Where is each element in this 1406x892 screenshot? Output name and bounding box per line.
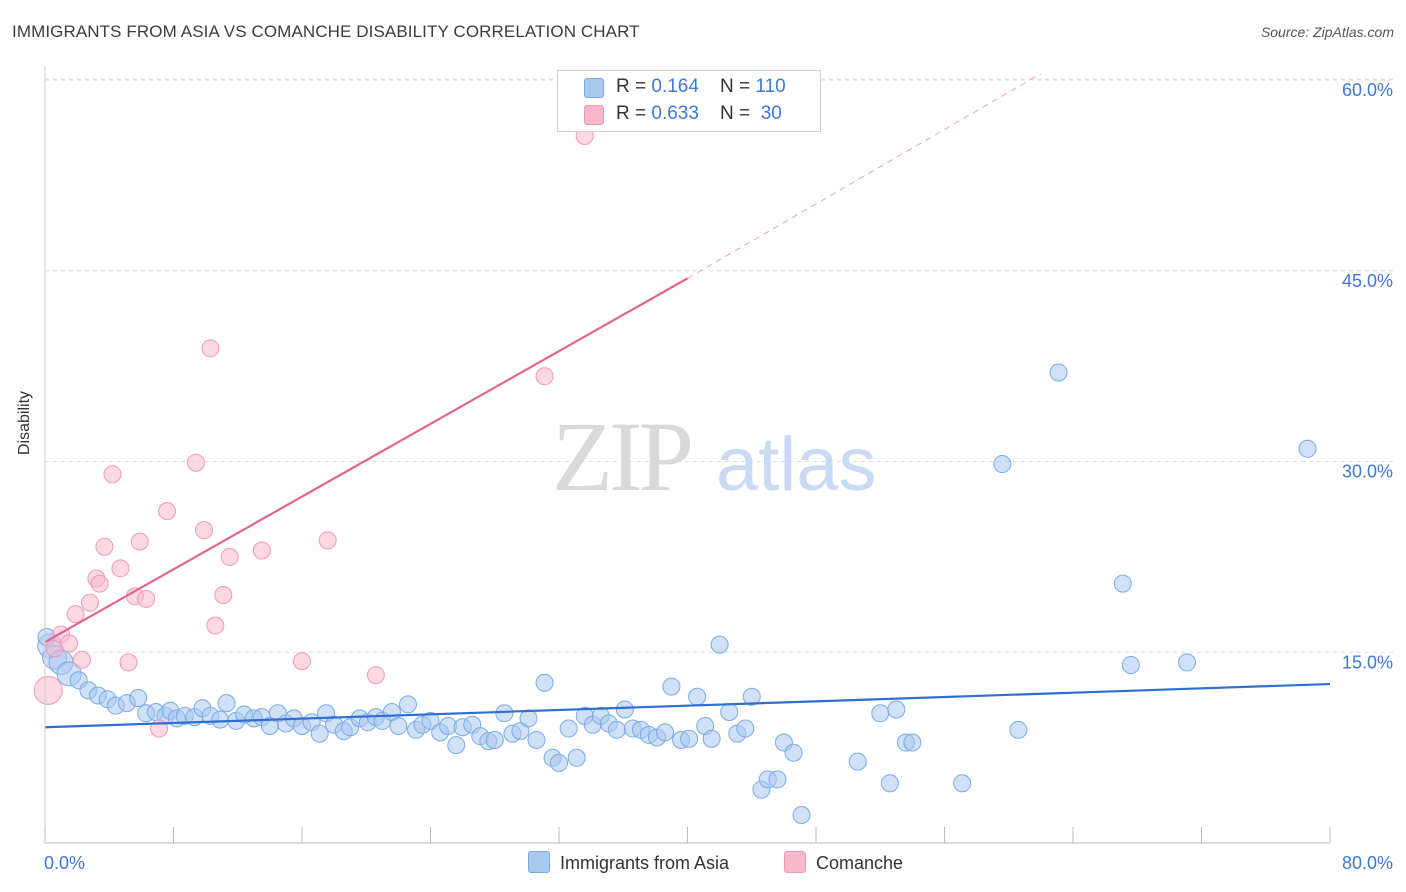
comanche-point — [95, 537, 114, 556]
watermark-zip: ZIP — [552, 401, 690, 512]
asia-point — [871, 704, 890, 723]
asia-point — [768, 770, 787, 789]
comanche-point — [293, 652, 311, 671]
asia-point — [887, 700, 906, 719]
asia-point — [953, 774, 972, 793]
asia-point — [550, 753, 568, 772]
asia-point — [742, 687, 761, 706]
bottom-legend-asia: Immigrants from Asia — [528, 851, 729, 874]
asia-point — [903, 733, 922, 752]
asia-point — [615, 700, 634, 719]
comanche-point — [103, 465, 122, 484]
asia-point — [736, 719, 755, 738]
comanche-point — [66, 605, 85, 624]
asia-point — [1121, 655, 1140, 674]
asia-point — [217, 694, 236, 713]
asia-point — [1009, 720, 1028, 739]
asia-point — [720, 703, 739, 722]
comanche-point — [60, 634, 79, 653]
legend-text-comanche: R = 0.633 N = 30 — [616, 103, 782, 124]
asia-point — [485, 730, 504, 749]
asia-point — [511, 722, 530, 741]
asia-point — [710, 635, 729, 654]
asia-point — [880, 774, 899, 793]
comanche-point — [111, 559, 130, 578]
asia-point — [656, 723, 675, 742]
asia-point — [792, 806, 811, 825]
legend-swatch-comanche — [584, 105, 604, 125]
asia-point — [567, 748, 586, 767]
asia-point — [559, 719, 578, 738]
asia-point — [784, 743, 803, 762]
chart-title: IMMIGRANTS FROM ASIA VS COMANCHE DISABIL… — [12, 22, 640, 41]
asia-point — [129, 689, 148, 708]
comanche-point — [158, 502, 177, 521]
asia-point — [993, 455, 1012, 474]
bottom-swatch-asia — [528, 851, 550, 873]
asia-point — [1113, 574, 1132, 593]
comanche-point — [72, 650, 91, 669]
y-tick-label: 45.0% — [1342, 271, 1393, 291]
axis-layer: 15.0% 30.0% 45.0% 60.0% 0.0% 80.0% — [44, 66, 1393, 873]
asia-point — [527, 730, 546, 749]
asia-point — [662, 677, 681, 696]
asia-point — [535, 673, 554, 692]
comanche-point — [366, 666, 385, 685]
comanche-point — [33, 675, 63, 705]
comanche-point — [186, 453, 205, 472]
watermark-atlas: atlas — [716, 422, 877, 507]
asia-point — [519, 709, 538, 728]
asia-point — [848, 752, 867, 771]
bottom-swatch-comanche — [784, 851, 806, 873]
asia-point — [702, 729, 721, 748]
comanche-point — [119, 653, 138, 672]
comanche-point — [201, 339, 220, 358]
legend-swatch-asia — [584, 78, 604, 98]
legend-text-asia: R = 0.164 N = 110 — [616, 76, 786, 97]
asia-point — [310, 724, 329, 743]
comanche-point — [220, 547, 239, 566]
comanche-point — [80, 593, 99, 612]
chart-source: Source: ZipAtlas.com — [1260, 24, 1394, 40]
x-tick-label: 0.0% — [44, 853, 85, 873]
trend-layer — [44, 73, 1331, 729]
comanche-point — [195, 521, 214, 540]
comanche-point — [90, 574, 109, 593]
grid-layer — [45, 78, 1395, 653]
comanche-point — [535, 367, 554, 386]
points-layer — [33, 126, 1317, 825]
x-tick-label: 80.0% — [1342, 853, 1393, 873]
y-tick-label: 15.0% — [1342, 652, 1393, 672]
correlation-legend: R = 0.164 N = 110 R = 0.633 N = 30 — [557, 70, 821, 132]
asia-point — [389, 717, 408, 736]
asia-point — [688, 687, 707, 706]
comanche-point — [206, 616, 225, 635]
comanche-point — [130, 532, 149, 551]
comanche-point — [214, 586, 233, 605]
comanche-point — [137, 589, 156, 608]
asia-trend-line — [44, 682, 1331, 729]
y-tick-label: 60.0% — [1342, 80, 1393, 100]
asia-point — [1178, 653, 1197, 672]
asia-point — [1049, 363, 1068, 382]
asia-point — [1298, 439, 1317, 458]
asia-point — [211, 710, 230, 729]
asia-point — [495, 704, 514, 723]
comanche-point — [318, 531, 337, 550]
comanche-trend-line — [44, 277, 689, 644]
comanche-trend-extension — [687, 73, 1042, 279]
bottom-legend-comanche: Comanche — [784, 851, 903, 874]
y-tick-label: 30.0% — [1342, 462, 1393, 482]
asia-point — [399, 695, 418, 714]
asia-point — [680, 729, 699, 748]
asia-point — [607, 720, 626, 739]
comanche-point — [252, 541, 271, 560]
asia-point — [447, 736, 466, 755]
